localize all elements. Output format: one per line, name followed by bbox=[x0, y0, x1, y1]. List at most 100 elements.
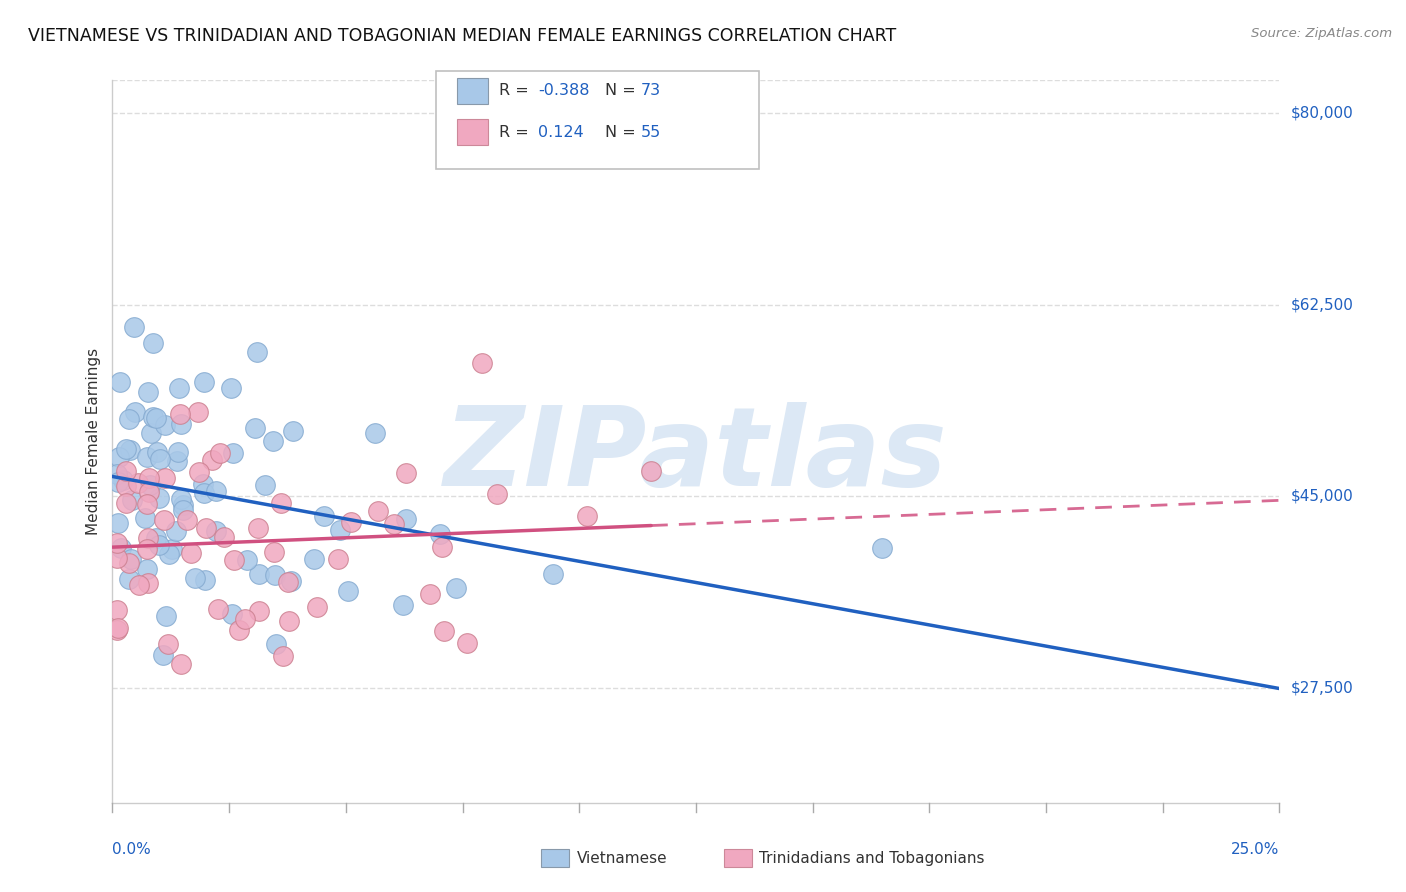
Point bbox=[138, 478, 160, 492]
Point bbox=[148, 491, 170, 506]
Point bbox=[167, 445, 190, 459]
Point bbox=[224, 553, 246, 567]
Point bbox=[264, 637, 287, 651]
Point bbox=[127, 476, 149, 491]
Text: $27,500: $27,500 bbox=[1291, 681, 1354, 696]
Point bbox=[145, 410, 167, 425]
Point bbox=[187, 405, 209, 419]
Text: Vietnamese: Vietnamese bbox=[576, 851, 666, 865]
Point bbox=[107, 475, 129, 489]
Point bbox=[395, 466, 418, 480]
Point bbox=[392, 598, 415, 612]
Point bbox=[136, 531, 159, 545]
Point bbox=[170, 417, 193, 431]
Point bbox=[146, 444, 169, 458]
Point bbox=[138, 471, 160, 485]
Point bbox=[253, 478, 276, 492]
Point bbox=[105, 603, 128, 617]
Point bbox=[124, 405, 146, 419]
Point bbox=[304, 551, 326, 566]
Point bbox=[105, 535, 128, 549]
Point bbox=[243, 420, 266, 434]
Point bbox=[148, 451, 170, 466]
Point bbox=[541, 567, 564, 582]
Point bbox=[138, 485, 160, 500]
Point bbox=[870, 541, 893, 556]
Point bbox=[118, 412, 141, 426]
Point bbox=[160, 541, 183, 556]
Point bbox=[340, 515, 363, 529]
Point bbox=[263, 568, 285, 582]
Point bbox=[205, 483, 228, 498]
Point bbox=[262, 434, 284, 448]
Text: Trinidadians and Tobagonians: Trinidadians and Tobagonians bbox=[759, 851, 984, 865]
Text: 25.0%: 25.0% bbox=[1232, 842, 1279, 856]
Text: $80,000: $80,000 bbox=[1291, 105, 1354, 120]
Text: 73: 73 bbox=[641, 84, 661, 98]
Text: N =: N = bbox=[605, 84, 641, 98]
Point bbox=[194, 573, 217, 587]
Point bbox=[128, 577, 150, 591]
Point bbox=[278, 614, 301, 628]
Point bbox=[157, 637, 180, 651]
Point bbox=[114, 496, 136, 510]
Point bbox=[155, 417, 177, 432]
Point bbox=[194, 521, 217, 535]
Point bbox=[107, 516, 129, 530]
Text: ZIPatlas: ZIPatlas bbox=[444, 402, 948, 509]
Point bbox=[108, 375, 131, 389]
Text: 0.124: 0.124 bbox=[538, 125, 585, 139]
Point bbox=[395, 511, 418, 525]
Point bbox=[114, 464, 136, 478]
Point bbox=[382, 516, 405, 531]
Point bbox=[134, 511, 156, 525]
Text: $45,000: $45,000 bbox=[1291, 489, 1354, 504]
Text: Source: ZipAtlas.com: Source: ZipAtlas.com bbox=[1251, 27, 1392, 40]
Point bbox=[219, 381, 242, 395]
Point bbox=[576, 508, 599, 523]
Point bbox=[118, 556, 141, 570]
Point bbox=[121, 493, 143, 508]
Point bbox=[221, 607, 243, 621]
Point bbox=[105, 551, 128, 566]
Point bbox=[172, 503, 194, 517]
Point bbox=[184, 571, 207, 585]
Point bbox=[114, 442, 136, 457]
Point bbox=[136, 542, 159, 557]
Point bbox=[277, 574, 299, 589]
Point bbox=[148, 538, 170, 552]
Point bbox=[337, 583, 360, 598]
Point bbox=[166, 454, 188, 468]
Point bbox=[222, 445, 245, 459]
Point bbox=[329, 523, 352, 537]
Point bbox=[172, 498, 194, 512]
Point bbox=[193, 375, 215, 389]
Point bbox=[112, 473, 135, 487]
Point bbox=[456, 636, 478, 650]
Point bbox=[236, 553, 259, 567]
Point bbox=[207, 602, 229, 616]
Text: -0.388: -0.388 bbox=[538, 84, 591, 98]
Point bbox=[429, 526, 451, 541]
Point bbox=[136, 562, 159, 576]
Point bbox=[153, 512, 176, 526]
Point bbox=[246, 345, 269, 359]
Point bbox=[170, 657, 193, 672]
Point bbox=[105, 467, 128, 481]
Point bbox=[280, 574, 302, 589]
Point bbox=[200, 453, 222, 467]
Point bbox=[430, 540, 453, 554]
Y-axis label: Median Female Earnings: Median Female Earnings bbox=[86, 348, 101, 535]
Point bbox=[176, 513, 198, 527]
Point bbox=[135, 498, 157, 512]
Text: 55: 55 bbox=[641, 125, 661, 139]
Point bbox=[118, 572, 141, 586]
Point bbox=[305, 599, 328, 614]
Point bbox=[136, 384, 159, 399]
Point bbox=[118, 443, 141, 458]
Text: VIETNAMESE VS TRINIDADIAN AND TOBAGONIAN MEDIAN FEMALE EARNINGS CORRELATION CHAR: VIETNAMESE VS TRINIDADIAN AND TOBAGONIAN… bbox=[28, 27, 897, 45]
Point bbox=[188, 465, 211, 479]
Point bbox=[139, 426, 162, 441]
Point bbox=[169, 407, 191, 421]
Point bbox=[114, 479, 136, 493]
